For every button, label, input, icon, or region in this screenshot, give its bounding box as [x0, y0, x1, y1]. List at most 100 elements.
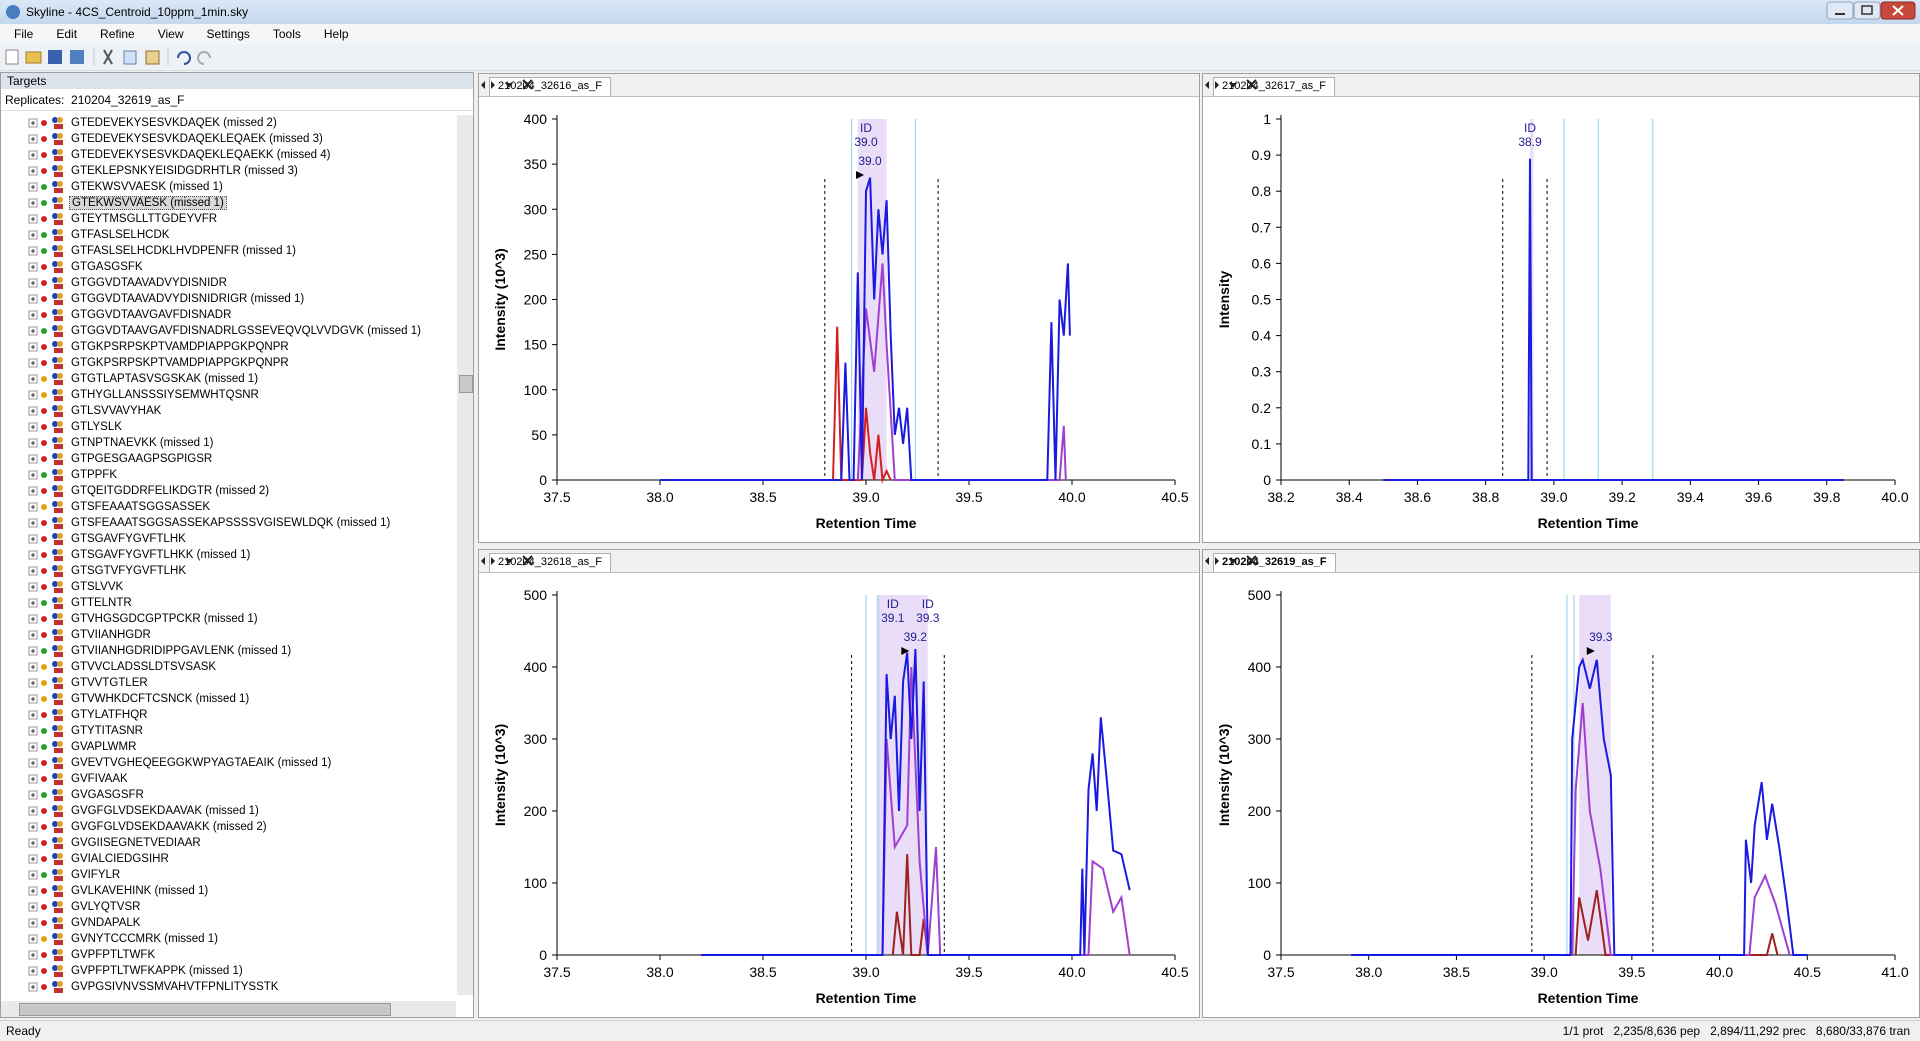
target-row[interactable]: GTQEITGDDRFELIKDGTR (missed 2) [1, 483, 451, 499]
menu-item[interactable]: View [157, 27, 184, 41]
target-row[interactable]: GVLKAVEHINK (missed 1) [1, 883, 451, 899]
target-row[interactable]: GVIALCIEDGSIHR [1, 851, 451, 867]
replicate-value[interactable]: 210204_32619_as_F [71, 93, 185, 107]
target-row[interactable]: GVIFYLR [1, 867, 451, 883]
pane-controls[interactable] [479, 75, 543, 95]
pane-controls[interactable] [1203, 551, 1267, 571]
target-row[interactable]: GTVVTGTLER [1, 675, 451, 691]
target-row[interactable]: GTGTLAPTASVSGSKAK (missed 1) [1, 371, 451, 387]
toolbar-icons[interactable] [0, 44, 260, 70]
target-row[interactable]: GTTELNTR [1, 595, 451, 611]
y-tick-label: 0 [539, 472, 547, 488]
y-tick-label: 300 [1248, 731, 1272, 747]
target-row[interactable]: GTVVCLADSSLDTSVSASK [1, 659, 451, 675]
peak-id-tag: ID [1524, 121, 1536, 135]
target-row[interactable]: GTEDEVEKYSESVKDAQEK (missed 2) [1, 115, 451, 131]
target-row[interactable]: GVPFPTLTWFKAPPK (missed 1) [1, 963, 451, 979]
target-row[interactable]: GTLYSLK [1, 419, 451, 435]
target-row[interactable]: GTSGTVFYGVFTLHK [1, 563, 451, 579]
target-row[interactable]: GVAPLWMR [1, 739, 451, 755]
target-row[interactable]: GVFIVAAK [1, 771, 451, 787]
target-row[interactable]: GTEKWSVVAESK (missed 1) [1, 179, 451, 195]
target-row[interactable]: GVLYQTVSR [1, 899, 451, 915]
target-row[interactable]: GTYTITASNR [1, 723, 451, 739]
expand-plus [31, 153, 35, 157]
target-text: GTVIIANHGDR [71, 629, 151, 641]
menu-item[interactable]: File [14, 27, 34, 41]
menu-item[interactable]: Edit [56, 27, 78, 41]
target-row[interactable]: GTVWHKDCFTCSNCK (missed 1) [1, 691, 451, 707]
target-row[interactable]: GTEDEVEKYSESVKDAQEKLEQAEKK (missed 4) [1, 147, 451, 163]
status-dot [41, 696, 47, 702]
target-row[interactable]: GTYLATFHQR [1, 707, 451, 723]
icon-part [54, 620, 63, 625]
target-row[interactable]: GTSFEAAATSGGSASSEK [1, 499, 451, 515]
replicates-row[interactable]: Replicates: 210204_32619_as_F [1, 89, 473, 111]
icon-part [54, 684, 63, 689]
target-row[interactable]: GTHYGLLANSSSIYSEMWHTQSNR [1, 387, 451, 403]
horizontal-scrollbar[interactable] [1, 1001, 456, 1017]
target-icons [28, 454, 47, 464]
target-row[interactable]: GTVHGSGDCGPTPCKR (missed 1) [1, 611, 451, 627]
target-row[interactable]: GTSGAVFYGVFTLHKK (missed 1) [1, 547, 451, 563]
target-row[interactable]: GVGFGLVDSEKDAAVAKK (missed 2) [1, 819, 451, 835]
target-row[interactable]: GVPFPTLTWFK [1, 947, 451, 963]
target-row[interactable]: GTVIIANHGDR [1, 627, 451, 643]
pane-tab[interactable]: 210204_32619_as_F [1213, 553, 1336, 572]
status-dot [41, 536, 47, 542]
pane-controls[interactable] [479, 551, 543, 571]
vertical-scrollbar[interactable] [457, 115, 473, 995]
target-row[interactable]: GVGFGLVDSEKDAAVAK (missed 1) [1, 803, 451, 819]
icon-part [52, 373, 58, 379]
target-row[interactable]: GTGKPSRPSKPTVAMDPIAPPGKPQNPR [1, 355, 451, 371]
pane-controls[interactable] [1203, 75, 1267, 95]
target-row[interactable]: GTFASLSELHCDKLHVDPENFR (missed 1) [1, 243, 451, 259]
target-row[interactable]: GTEKWSVVAESK (missed 1) [1, 195, 451, 211]
status-dot [41, 504, 47, 510]
target-row[interactable]: GVGASGSFR [1, 787, 451, 803]
status-dot [41, 344, 47, 350]
target-row[interactable]: GTFASLSELHCDK [1, 227, 451, 243]
target-row[interactable]: GVNYTCCCMRK (missed 1) [1, 931, 451, 947]
target-row[interactable]: GTPPFK [1, 467, 451, 483]
target-row[interactable]: GTGASGSFK [1, 259, 451, 275]
x-tick-label: 37.5 [543, 964, 570, 980]
menu-item[interactable]: Tools [272, 27, 301, 41]
target-text: GTGGVDTAAVGAVFDISNADRLGSSEVEQVQLVVDGVK (… [71, 325, 421, 337]
target-row[interactable]: GTNPTNAEVKK (missed 1) [1, 435, 451, 451]
target-row[interactable]: GVEVTVGHEQEEGGKWPYAGTAEAIK (missed 1) [1, 755, 451, 771]
y-tick-label: 100 [524, 382, 548, 398]
y-tick-label: 350 [524, 156, 548, 172]
target-row[interactable]: GTEDEVEKYSESVKDAQEKLEQAEK (missed 3) [1, 131, 451, 147]
target-row[interactable]: GTEYTMSGLLTTGDEYVFR [1, 211, 451, 227]
icon-part [57, 709, 63, 715]
target-row[interactable]: GTVIIANHGDRIDIPPGAVLENK (missed 1) [1, 643, 451, 659]
menu-item[interactable]: Help [323, 27, 349, 41]
target-row[interactable]: GTSGAVFYGVFTLHK [1, 531, 451, 547]
icon-part [57, 613, 63, 619]
target-row[interactable]: GTSLVVK [1, 579, 451, 595]
target-icons [28, 582, 47, 592]
chromatogram-chart: 0 50 100 150 200 250 300 350 400 37.5 38.0 38.5 39.0… [492, 111, 1189, 531]
status-dot [41, 712, 47, 718]
target-row[interactable]: GTGKPSRPSKPTVAMDPIAPPGKPQNPR [1, 339, 451, 355]
icon-part [57, 757, 63, 763]
target-row[interactable]: GTLSVVAVYHAK [1, 403, 451, 419]
target-row[interactable]: GTGGVDTAAVGAVFDISNADRLGSSEVEQVQLVVDGVK (… [1, 323, 451, 339]
peak-label: 39.0 [858, 154, 882, 168]
target-row[interactable]: GVNDAPALK [1, 915, 451, 931]
menu-item[interactable]: Refine [100, 27, 135, 41]
status-dot [41, 184, 47, 190]
status-dot [41, 440, 47, 446]
target-row[interactable]: GVPGSIVNVSSMVAHVTFPNLITYSSTK [1, 979, 451, 995]
menu-item[interactable]: Settings [206, 27, 250, 41]
target-row[interactable]: GTEKLEPSNKYEISIDGDRHTLR (missed 3) [1, 163, 451, 179]
status-dot [41, 472, 47, 478]
target-row[interactable]: GTGGVDTAAVADVYDISNIDRIGR (missed 1) [1, 291, 451, 307]
target-row[interactable]: GTPGESGAAGPSGPIGSR [1, 451, 451, 467]
target-row[interactable]: GTSFEAAATSGGSASSEKAPSSSSVGISEWLDQK (miss… [1, 515, 451, 531]
target-row[interactable]: GTGGVDTAAVGAVFDISNADR [1, 307, 451, 323]
window-controls[interactable] [1826, 1, 1916, 21]
target-row[interactable]: GVGIISEGNETVEDIAAR [1, 835, 451, 851]
target-row[interactable]: GTGGVDTAAVADVYDISNIDR [1, 275, 451, 291]
